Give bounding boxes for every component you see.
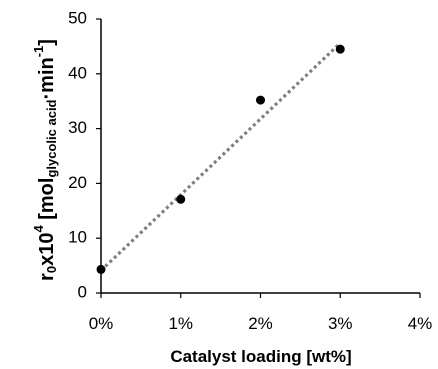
x-tick-label: 4% (408, 314, 433, 333)
y-label-bracket-open: [mol (36, 178, 58, 226)
y-label-sup2: -1 (31, 46, 46, 58)
y-label-sub2: glycolic acid (44, 99, 59, 177)
y-tick-label: 0 (78, 282, 87, 301)
y-label-sub1: 0 (44, 266, 59, 273)
y-tick-label: 10 (68, 228, 87, 247)
data-point (335, 44, 345, 54)
data-point (256, 95, 265, 105)
y-label-mid: x10 (36, 233, 58, 266)
y-label-dot: ·min (36, 57, 58, 99)
y-label-prefix: r (36, 273, 58, 281)
y-tick-label: 40 (68, 63, 87, 82)
data-point (176, 194, 186, 204)
x-tick-label: 0% (89, 314, 114, 333)
x-tick-label: 3% (328, 314, 353, 333)
x-tick-label: 1% (168, 314, 193, 333)
y-tick-label: 20 (68, 173, 87, 192)
svg-text:r0x104 [molglycolic acid·min-1: r0x104 [molglycolic acid·min-1] (31, 39, 59, 281)
y-label-sup1: 4 (31, 225, 46, 233)
y-tick-label: 30 (68, 118, 87, 137)
y-axis-label: r0x104 [molglycolic acid·min-1] (31, 39, 59, 281)
x-tick-label: 2% (248, 314, 273, 333)
y-tick-label: 50 (68, 8, 87, 27)
x-axis-label: Catalyst loading [wt%] (170, 347, 351, 366)
trendline (99, 41, 342, 272)
plot-area: 0 10 20 30 40 50 0% 1% 2% 3% 4% (68, 8, 432, 333)
data-point (96, 264, 106, 274)
y-label-bracket-close: ] (36, 39, 58, 46)
